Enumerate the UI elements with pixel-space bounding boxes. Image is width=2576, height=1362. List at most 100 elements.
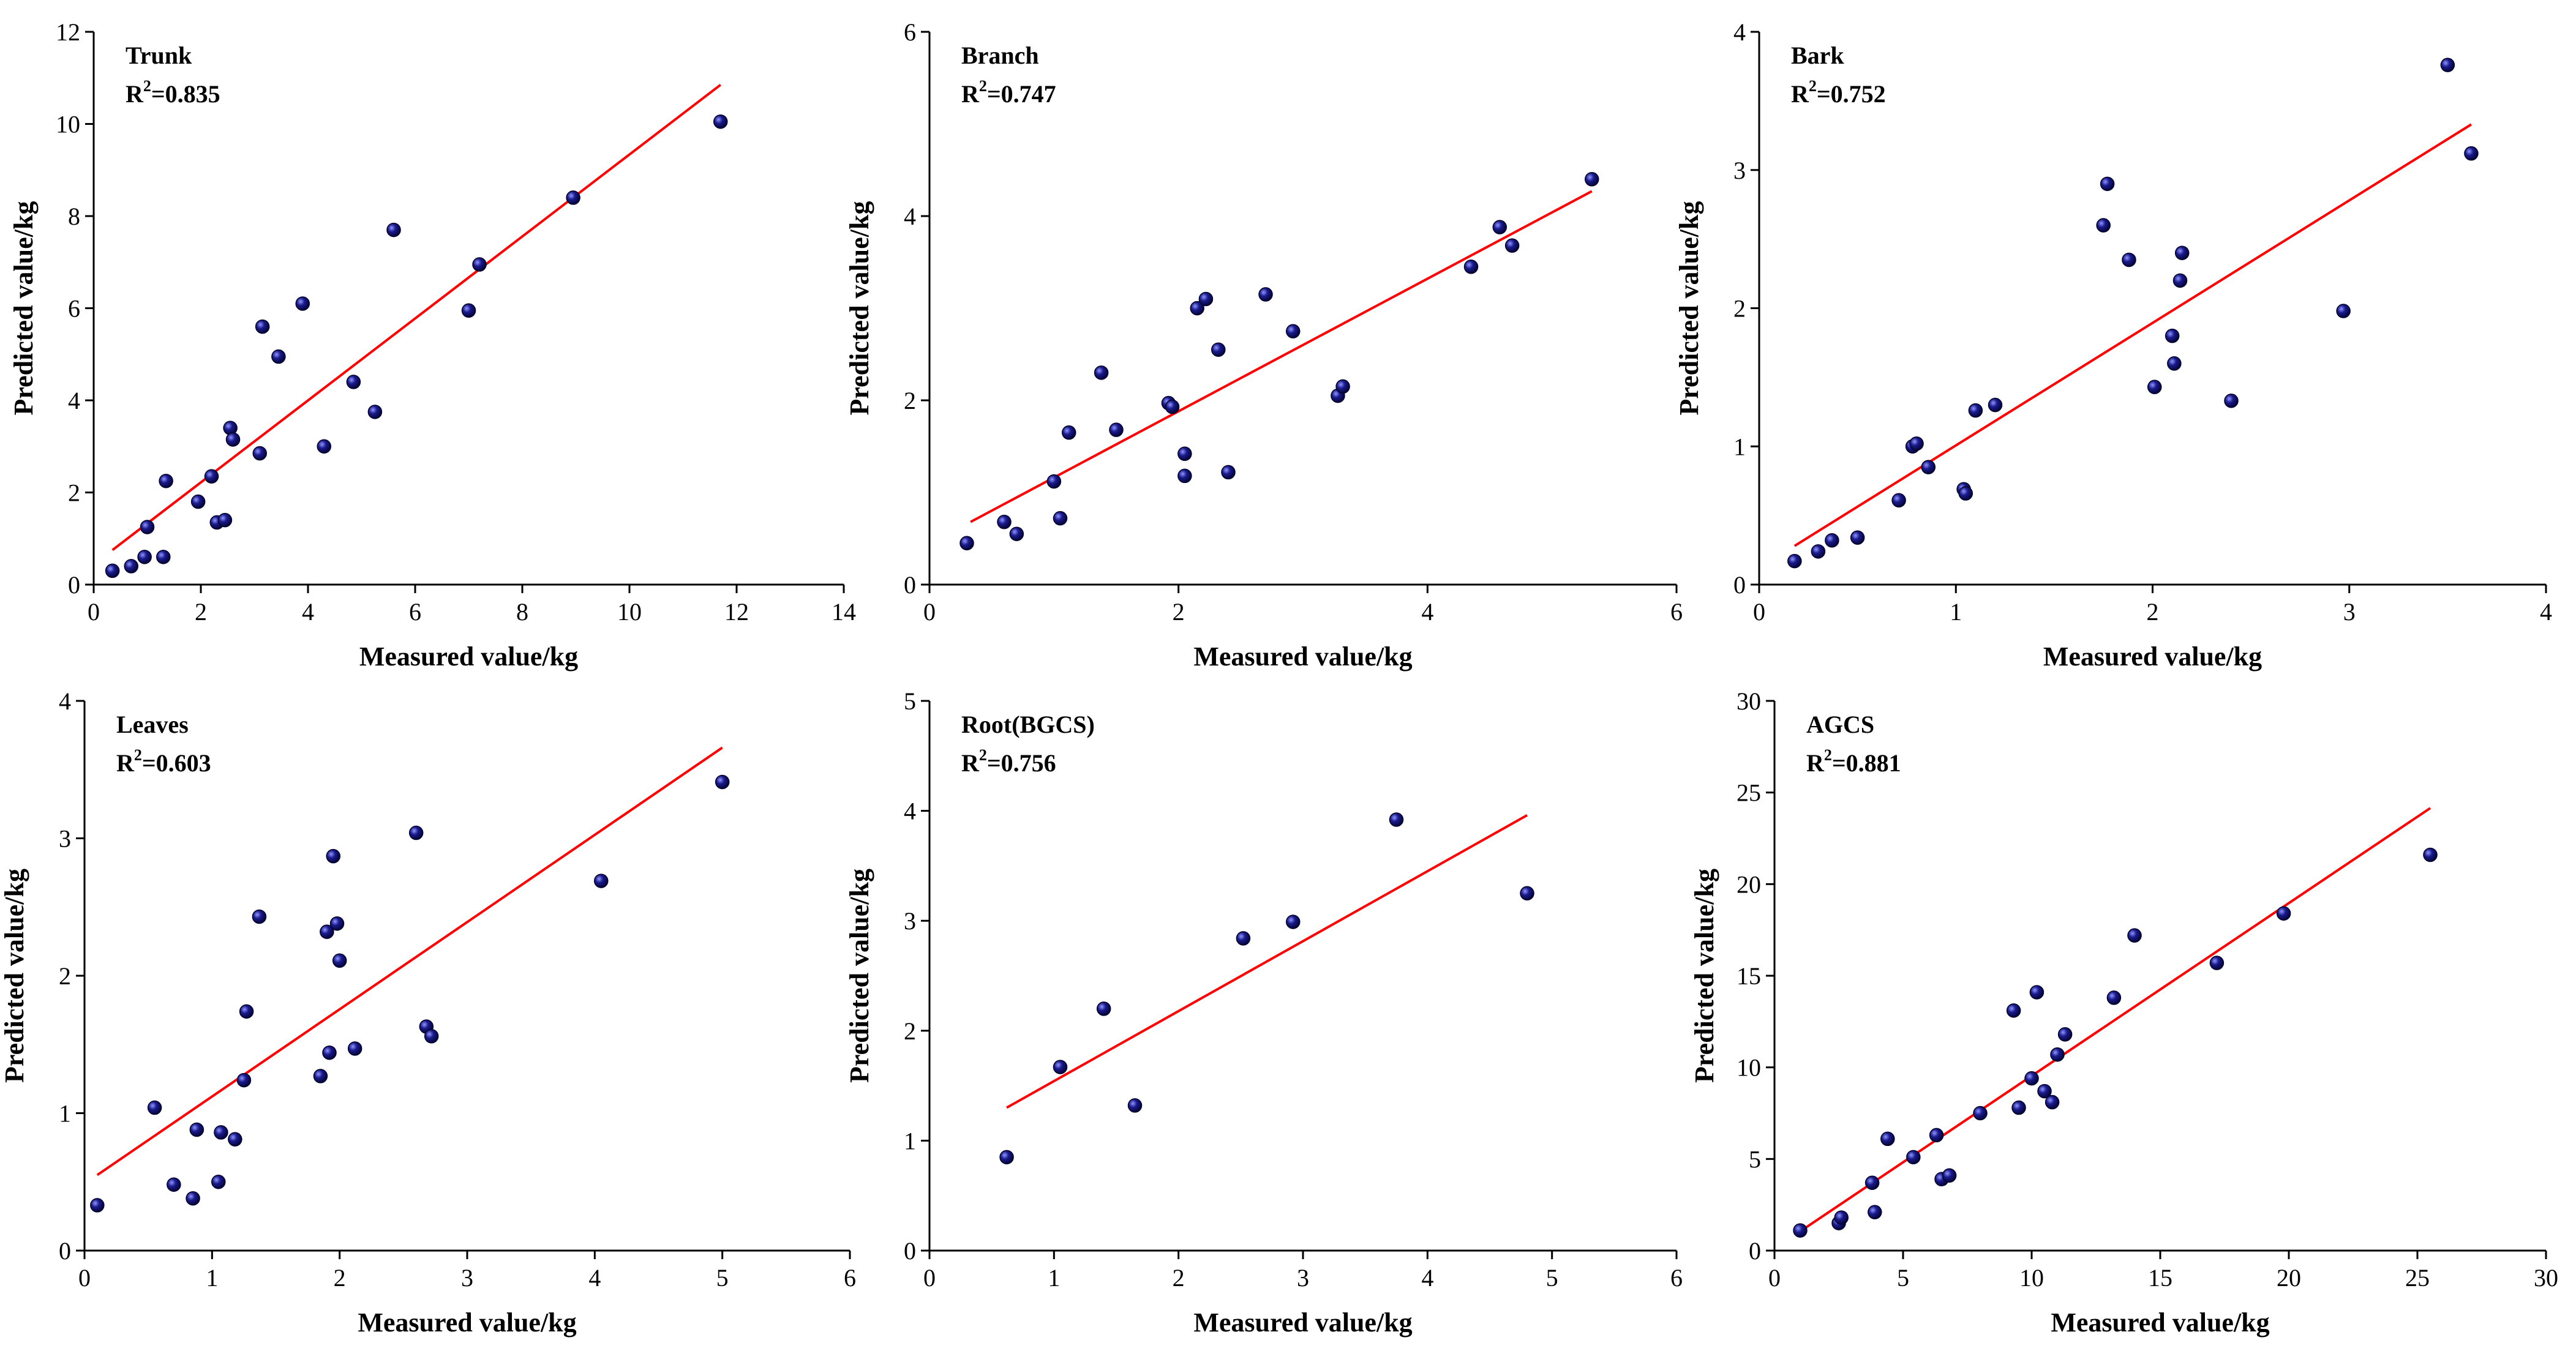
x-tick-label: 5 — [1546, 1264, 1558, 1292]
data-point — [1942, 1168, 1957, 1183]
panel-title: Branch — [961, 42, 1039, 69]
panel-title: Root(BGCS) — [961, 711, 1095, 738]
fit-line — [1006, 814, 1528, 1109]
x-tick-label: 0 — [923, 1264, 936, 1292]
y-tick-label: 2 — [904, 1017, 916, 1045]
y-tick-label: 30 — [1737, 687, 1761, 715]
data-point — [2122, 252, 2136, 268]
data-point — [147, 1100, 162, 1115]
y-tick-label: 25 — [1737, 779, 1761, 807]
y-tick-label: 2 — [904, 387, 916, 414]
fit-line — [1799, 807, 2431, 1233]
data-point — [408, 825, 424, 840]
x-tick-label: 15 — [2148, 1264, 2172, 1292]
r-squared-label: R2=0.603 — [116, 746, 211, 777]
x-tick-label: 0 — [1768, 1264, 1781, 1292]
y-tick-label: 10 — [1737, 1054, 1761, 1082]
y-tick-label: 4 — [904, 798, 916, 825]
y-tick-label: 10 — [56, 111, 80, 138]
data-point — [2127, 928, 2142, 943]
data-point — [2147, 380, 2162, 394]
data-point — [2423, 847, 2438, 862]
data-point — [2174, 245, 2190, 260]
x-axis-label: Measured value/kg — [2051, 1308, 2269, 1338]
y-tick-label: 0 — [904, 571, 916, 599]
panel-title: Trunk — [126, 42, 192, 69]
data-point — [1053, 511, 1068, 526]
y-tick-label: 2 — [59, 962, 71, 990]
chart-panel-3: 0 1 2 3 4 5 6 0 1 2 3 4 Measured value/kg Predicted v… — [0, 687, 856, 1338]
y-tick-label: 4 — [68, 387, 80, 414]
y-tick-label: 6 — [904, 18, 916, 46]
panel-title: Leaves — [116, 711, 189, 738]
x-tick-label: 8 — [516, 598, 528, 626]
y-tick-label: 12 — [56, 18, 80, 46]
data-point — [2165, 328, 2180, 343]
data-point — [204, 469, 219, 484]
x-tick-label: 30 — [2534, 1264, 2558, 1292]
data-point — [225, 432, 241, 447]
r-squared-label: R2=0.752 — [1791, 77, 1886, 108]
data-point — [1061, 425, 1076, 440]
data-point — [424, 1029, 439, 1044]
x-tick-label: 3 — [461, 1264, 473, 1292]
data-point — [1909, 436, 1924, 451]
x-tick-label: 10 — [2019, 1264, 2044, 1292]
x-tick-label: 6 — [1670, 1264, 1683, 1292]
data-point — [1988, 397, 2003, 413]
chart-panel-2: 0 1 2 3 4 0 1 2 3 4 Measured value/kg Predicted val… — [1674, 18, 2552, 672]
data-point — [1221, 465, 1236, 480]
y-tick-label: 3 — [1733, 157, 1746, 184]
data-point — [1094, 365, 1109, 380]
y-axis-label: Predicted value/kg — [0, 869, 29, 1083]
data-point — [1520, 886, 1534, 901]
data-point — [326, 848, 340, 864]
x-tick-label: 4 — [1421, 598, 1433, 626]
data-point — [2011, 1100, 2026, 1115]
x-tick-label: 5 — [1897, 1264, 1909, 1292]
data-point — [1880, 1131, 1895, 1147]
data-point — [228, 1132, 242, 1147]
y-tick-label: 4 — [1733, 18, 1746, 46]
data-point — [1335, 379, 1350, 394]
x-tick-label: 6 — [1670, 598, 1683, 626]
data-point — [105, 563, 120, 578]
data-point — [997, 514, 1012, 529]
data-point — [472, 257, 487, 272]
chart-panel-4: 0 1 2 3 4 5 6 0 1 2 3 4 5 Measured value/kg Predicted … — [844, 687, 1683, 1338]
x-axis-label: Measured value/kg — [2043, 642, 2262, 672]
data-point — [1285, 324, 1301, 339]
data-point — [1127, 1098, 1143, 1113]
data-point — [252, 446, 267, 461]
data-point — [1793, 1223, 1808, 1238]
fit-line — [1793, 123, 2472, 547]
data-point — [2167, 356, 2182, 371]
x-tick-label: 0 — [78, 1264, 91, 1292]
x-axis-label: Measured value/kg — [1193, 642, 1412, 672]
x-tick-label: 4 — [302, 598, 314, 626]
y-tick-label: 0 — [904, 1237, 916, 1265]
data-point — [332, 953, 347, 968]
data-point — [999, 1150, 1014, 1165]
data-point — [2224, 394, 2239, 408]
data-point — [1906, 1150, 1921, 1165]
data-point — [313, 1069, 328, 1083]
data-point — [2100, 176, 2115, 192]
data-point — [1850, 530, 1865, 545]
data-point — [1973, 1106, 1988, 1121]
data-point — [2106, 990, 2122, 1005]
y-tick-label: 5 — [1749, 1145, 1761, 1173]
data-point — [1190, 301, 1204, 316]
data-point — [1009, 526, 1024, 541]
data-point — [1958, 486, 1973, 501]
data-point — [252, 909, 267, 924]
data-point — [1504, 238, 1520, 253]
x-tick-label: 20 — [2277, 1264, 2301, 1292]
data-point — [367, 405, 383, 419]
data-point — [2209, 956, 2225, 970]
data-point — [1177, 468, 1192, 484]
x-tick-label: 2 — [2147, 598, 2159, 626]
data-point — [1825, 533, 1839, 548]
